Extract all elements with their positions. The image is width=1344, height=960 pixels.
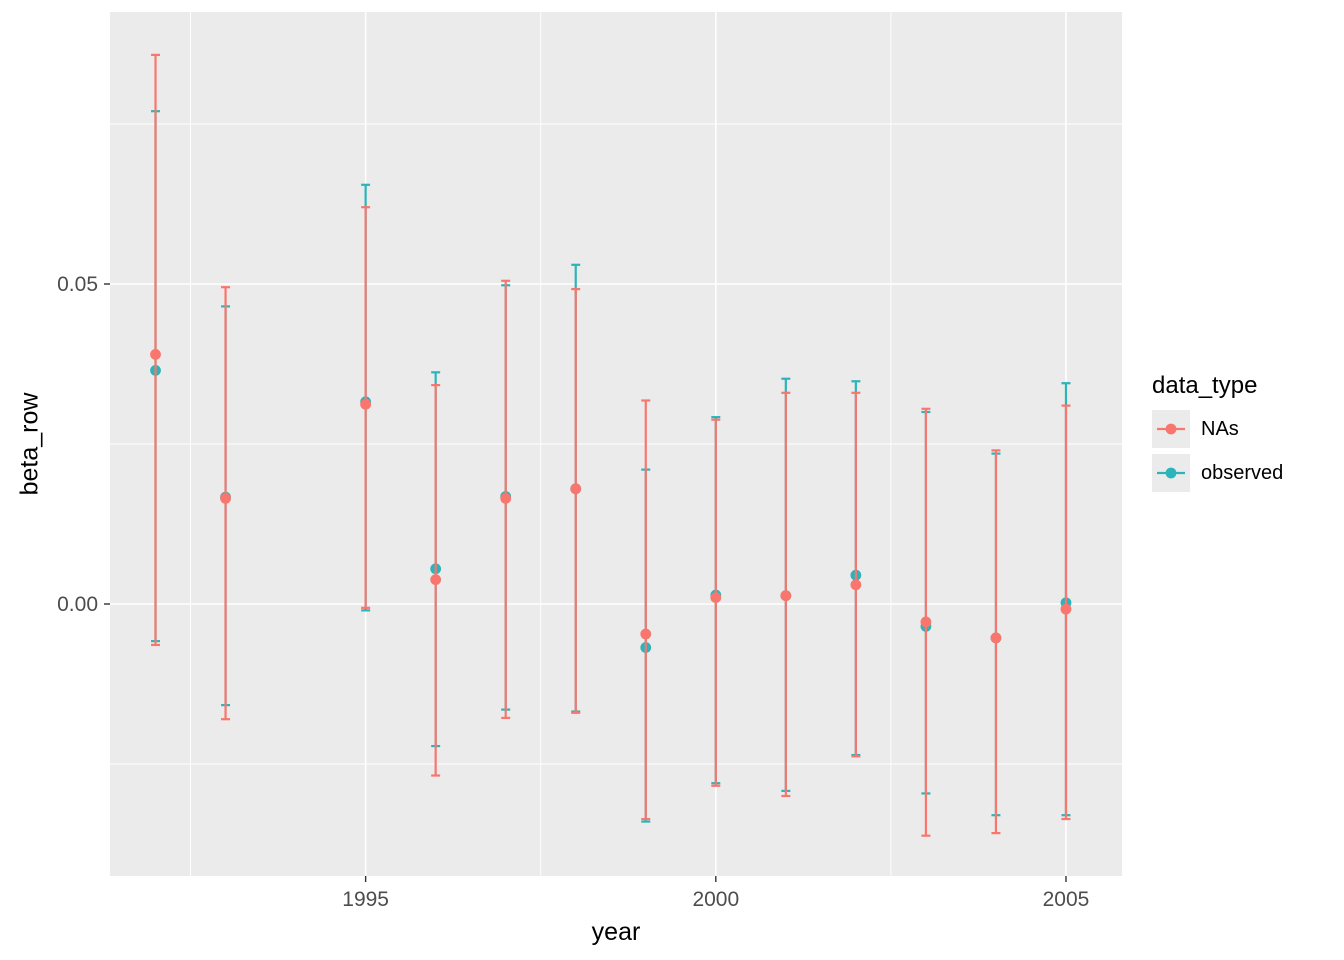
minor-gridlines [110,12,1122,876]
legend: data_type NAs observed [1152,372,1283,498]
legend-title: data_type [1152,372,1258,399]
pointrange-series-nas [150,53,1072,837]
legend-entry-observed: observed [1152,454,1283,492]
legend-key-pointrange-icon [1152,410,1190,448]
x-axis-title: year [591,918,641,946]
y-axis-title: beta_row [15,392,44,496]
svg-text:1995: 1995 [342,888,389,911]
svg-text:0.00: 0.00 [57,593,98,616]
svg-text:0.05: 0.05 [57,273,98,296]
svg-text:2005: 2005 [1043,888,1090,911]
y-tick-labels: 0.00 0.05 [57,273,98,616]
svg-text:2000: 2000 [692,888,739,911]
legend-key-pointrange-icon [1152,454,1190,492]
legend-entries: NAs observed [1152,410,1283,492]
legend-label: observed [1201,461,1284,484]
legend-entry-nas: NAs [1152,410,1283,448]
axis-ticks [104,283,1067,882]
x-tick-labels: 1995 2000 2005 [342,888,1089,911]
legend-label: NAs [1201,417,1239,440]
